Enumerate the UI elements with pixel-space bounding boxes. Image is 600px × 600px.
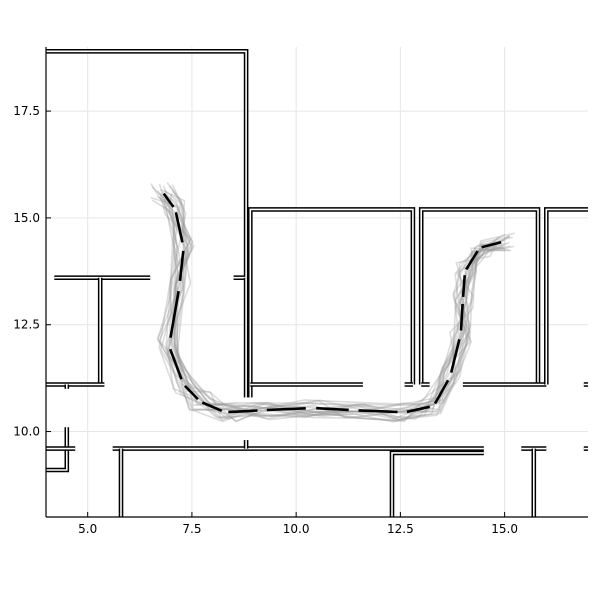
- mean-trajectory-segment: [201, 401, 223, 412]
- tick-labels: 5.0 7.5 10.0 12.5 15.0 10.0 12.5 15.0 17.5: [13, 104, 518, 536]
- x-tick-label: 7.5: [182, 522, 201, 536]
- sample-trajectory: [165, 200, 506, 413]
- grid-layer: [46, 47, 588, 517]
- mean-trajectory-segment: [433, 379, 450, 405]
- mean-trajectory-segment: [459, 303, 464, 331]
- wall-lower-left-box-core: [46, 427, 68, 471]
- sample-trajectory: [157, 183, 500, 423]
- x-tick-label: 15.0: [491, 522, 518, 536]
- x-tick-label: 5.0: [78, 522, 97, 536]
- mean-trajectory-segment: [162, 192, 175, 208]
- sample-trajectory: [161, 191, 510, 422]
- mean-trajectory-segment: [481, 241, 502, 249]
- wall-lower-room-core: [391, 452, 484, 517]
- mean-trajectory-segment: [169, 290, 180, 338]
- wall-room-a-core: [249, 208, 414, 398]
- mean-trajectory-segment: [465, 250, 479, 271]
- sample-trajectory: [150, 196, 498, 420]
- mean-trajectory-segment: [358, 409, 398, 414]
- mean-trajectory-segment: [178, 250, 185, 282]
- wall-room-a: [248, 207, 416, 398]
- wall-room-b-core: [420, 208, 539, 385]
- mean-trajectory: [162, 192, 502, 414]
- axes: [45, 47, 588, 518]
- sample-trajectory: [164, 190, 510, 423]
- mean-trajectory-segment: [228, 409, 258, 414]
- sample-trajectory: [157, 196, 505, 422]
- x-tick-label: 10.0: [283, 522, 310, 536]
- sample-trajectory: [151, 186, 503, 422]
- mean-trajectory-segment: [168, 348, 183, 380]
- sample-trajectory: [157, 190, 510, 423]
- sample-trajectory: [158, 194, 515, 421]
- mean-trajectory-segment: [174, 212, 184, 243]
- sample-trajectory: [168, 193, 512, 419]
- wall-room-b: [418, 207, 541, 385]
- sample-trajectory: [159, 193, 502, 423]
- wall-upper-room: [46, 48, 249, 281]
- sample-trajectory: [164, 193, 515, 418]
- wall-lower-room: [389, 450, 484, 517]
- sample-trajectory: [160, 189, 514, 419]
- wall-room-c-core: [545, 208, 588, 385]
- sample-trajectory: [166, 190, 511, 418]
- sample-trajectories: [150, 182, 515, 423]
- x-tick-label: 12.5: [387, 522, 414, 536]
- wall-upper-room-core: [46, 50, 247, 279]
- y-tick-label: 10.0: [13, 425, 40, 439]
- sample-trajectory: [159, 197, 511, 423]
- sample-trajectory: [163, 199, 496, 417]
- y-tick-label: 17.5: [13, 104, 40, 118]
- sample-trajectory: [166, 182, 506, 414]
- mean-trajectory-segment: [183, 384, 199, 401]
- y-tick-label: 15.0: [13, 211, 40, 225]
- sample-trajectory: [152, 199, 506, 421]
- map-walls: [46, 48, 588, 517]
- mean-trajectory-segment: [316, 406, 349, 412]
- mean-trajectory-segment: [406, 405, 430, 414]
- wall-room-c: [543, 207, 588, 385]
- mean-trajectory-segment: [461, 275, 466, 297]
- mean-trajectory-segment: [449, 338, 461, 373]
- y-tick-label: 12.5: [13, 318, 40, 332]
- mean-trajectory-segment: [266, 407, 306, 412]
